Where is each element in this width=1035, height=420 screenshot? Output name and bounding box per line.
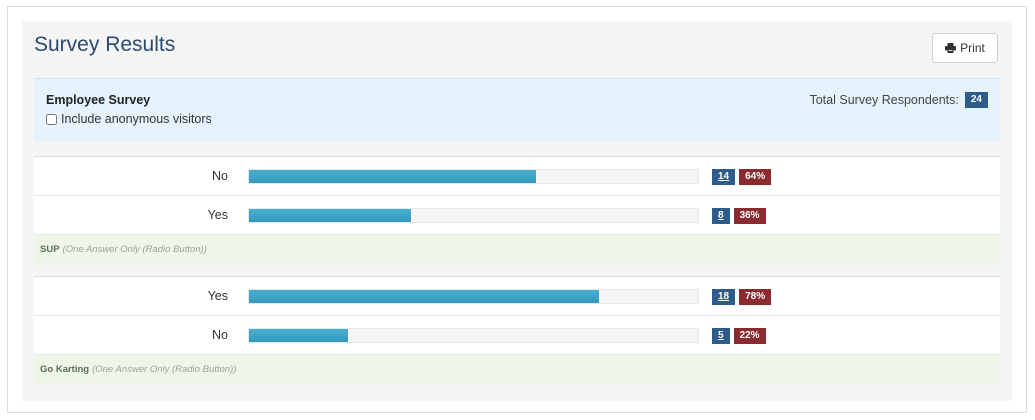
anonymous-label: Include anonymous visitors bbox=[61, 112, 212, 126]
total-respondents-badge: 24 bbox=[964, 92, 988, 108]
anonymous-toggle[interactable]: Include anonymous visitors bbox=[46, 112, 212, 126]
answer-badges: 5 22% bbox=[712, 328, 766, 344]
question-block: Yes 18 78% No 5 22% Go bbox=[34, 276, 1000, 384]
answer-label: Yes bbox=[207, 289, 228, 303]
anonymous-checkbox[interactable] bbox=[46, 113, 57, 125]
question-type: (One Answer Only (Radio Button)) bbox=[92, 364, 237, 375]
answer-percent-badge: 36% bbox=[733, 208, 766, 224]
total-respondents-label: Total Survey Respondents: bbox=[809, 93, 959, 107]
answer-badges: 14 64% bbox=[712, 169, 772, 185]
question-type: (One Answer Only (Radio Button)) bbox=[62, 244, 207, 255]
answer-bar-track bbox=[248, 208, 699, 223]
printer-icon bbox=[945, 43, 957, 53]
question-block: No 14 64% Yes 8 36% SU bbox=[34, 156, 1000, 264]
survey-name: Employee Survey bbox=[46, 93, 151, 107]
answer-label: Yes bbox=[207, 208, 228, 222]
answer-label: No bbox=[212, 328, 228, 342]
answer-count-badge[interactable]: 8 bbox=[712, 208, 730, 224]
answer-count-badge[interactable]: 5 bbox=[712, 328, 730, 344]
question-footer: Go Karting (One Answer Only (Radio Butto… bbox=[34, 355, 1000, 384]
print-button-label: Print bbox=[960, 41, 985, 55]
answer-bar-fill bbox=[249, 170, 537, 183]
answer-count-badge[interactable]: 18 bbox=[712, 289, 736, 305]
question-name: Go Karting bbox=[40, 364, 90, 375]
answer-percent-badge: 78% bbox=[739, 289, 772, 305]
answer-bar-track bbox=[248, 328, 699, 343]
answer-badges: 8 36% bbox=[712, 208, 766, 224]
answer-row: No 14 64% bbox=[34, 157, 1000, 196]
answer-label: No bbox=[212, 169, 228, 183]
answer-row: Yes 18 78% bbox=[34, 277, 1000, 316]
answer-bar-track bbox=[248, 169, 699, 184]
print-button[interactable]: Print bbox=[932, 33, 998, 63]
answer-percent-badge: 64% bbox=[739, 169, 772, 185]
survey-info: Employee Survey Include anonymous visito… bbox=[34, 78, 1000, 142]
question-footer: SUP (One Answer Only (Radio Button)) bbox=[34, 235, 1000, 264]
answer-row: No 5 22% bbox=[34, 316, 1000, 355]
answer-bar-fill bbox=[249, 290, 600, 303]
answer-bar-track bbox=[248, 289, 699, 304]
answer-row: Yes 8 36% bbox=[34, 196, 1000, 235]
answer-bar-fill bbox=[249, 329, 348, 342]
question-name: SUP bbox=[40, 244, 60, 255]
divider bbox=[34, 276, 1000, 277]
page-title: Survey Results bbox=[34, 33, 176, 56]
answer-badges: 18 78% bbox=[712, 289, 772, 305]
answer-percent-badge: 22% bbox=[733, 328, 766, 344]
answer-count-badge[interactable]: 14 bbox=[712, 169, 736, 185]
answer-bar-fill bbox=[249, 209, 411, 222]
total-respondents: Total Survey Respondents: 24 bbox=[809, 92, 988, 108]
divider bbox=[34, 156, 1000, 157]
page-frame: Survey Results Print Employee Survey Inc… bbox=[7, 6, 1027, 413]
results-panel: Survey Results Print Employee Survey Inc… bbox=[22, 21, 1012, 401]
